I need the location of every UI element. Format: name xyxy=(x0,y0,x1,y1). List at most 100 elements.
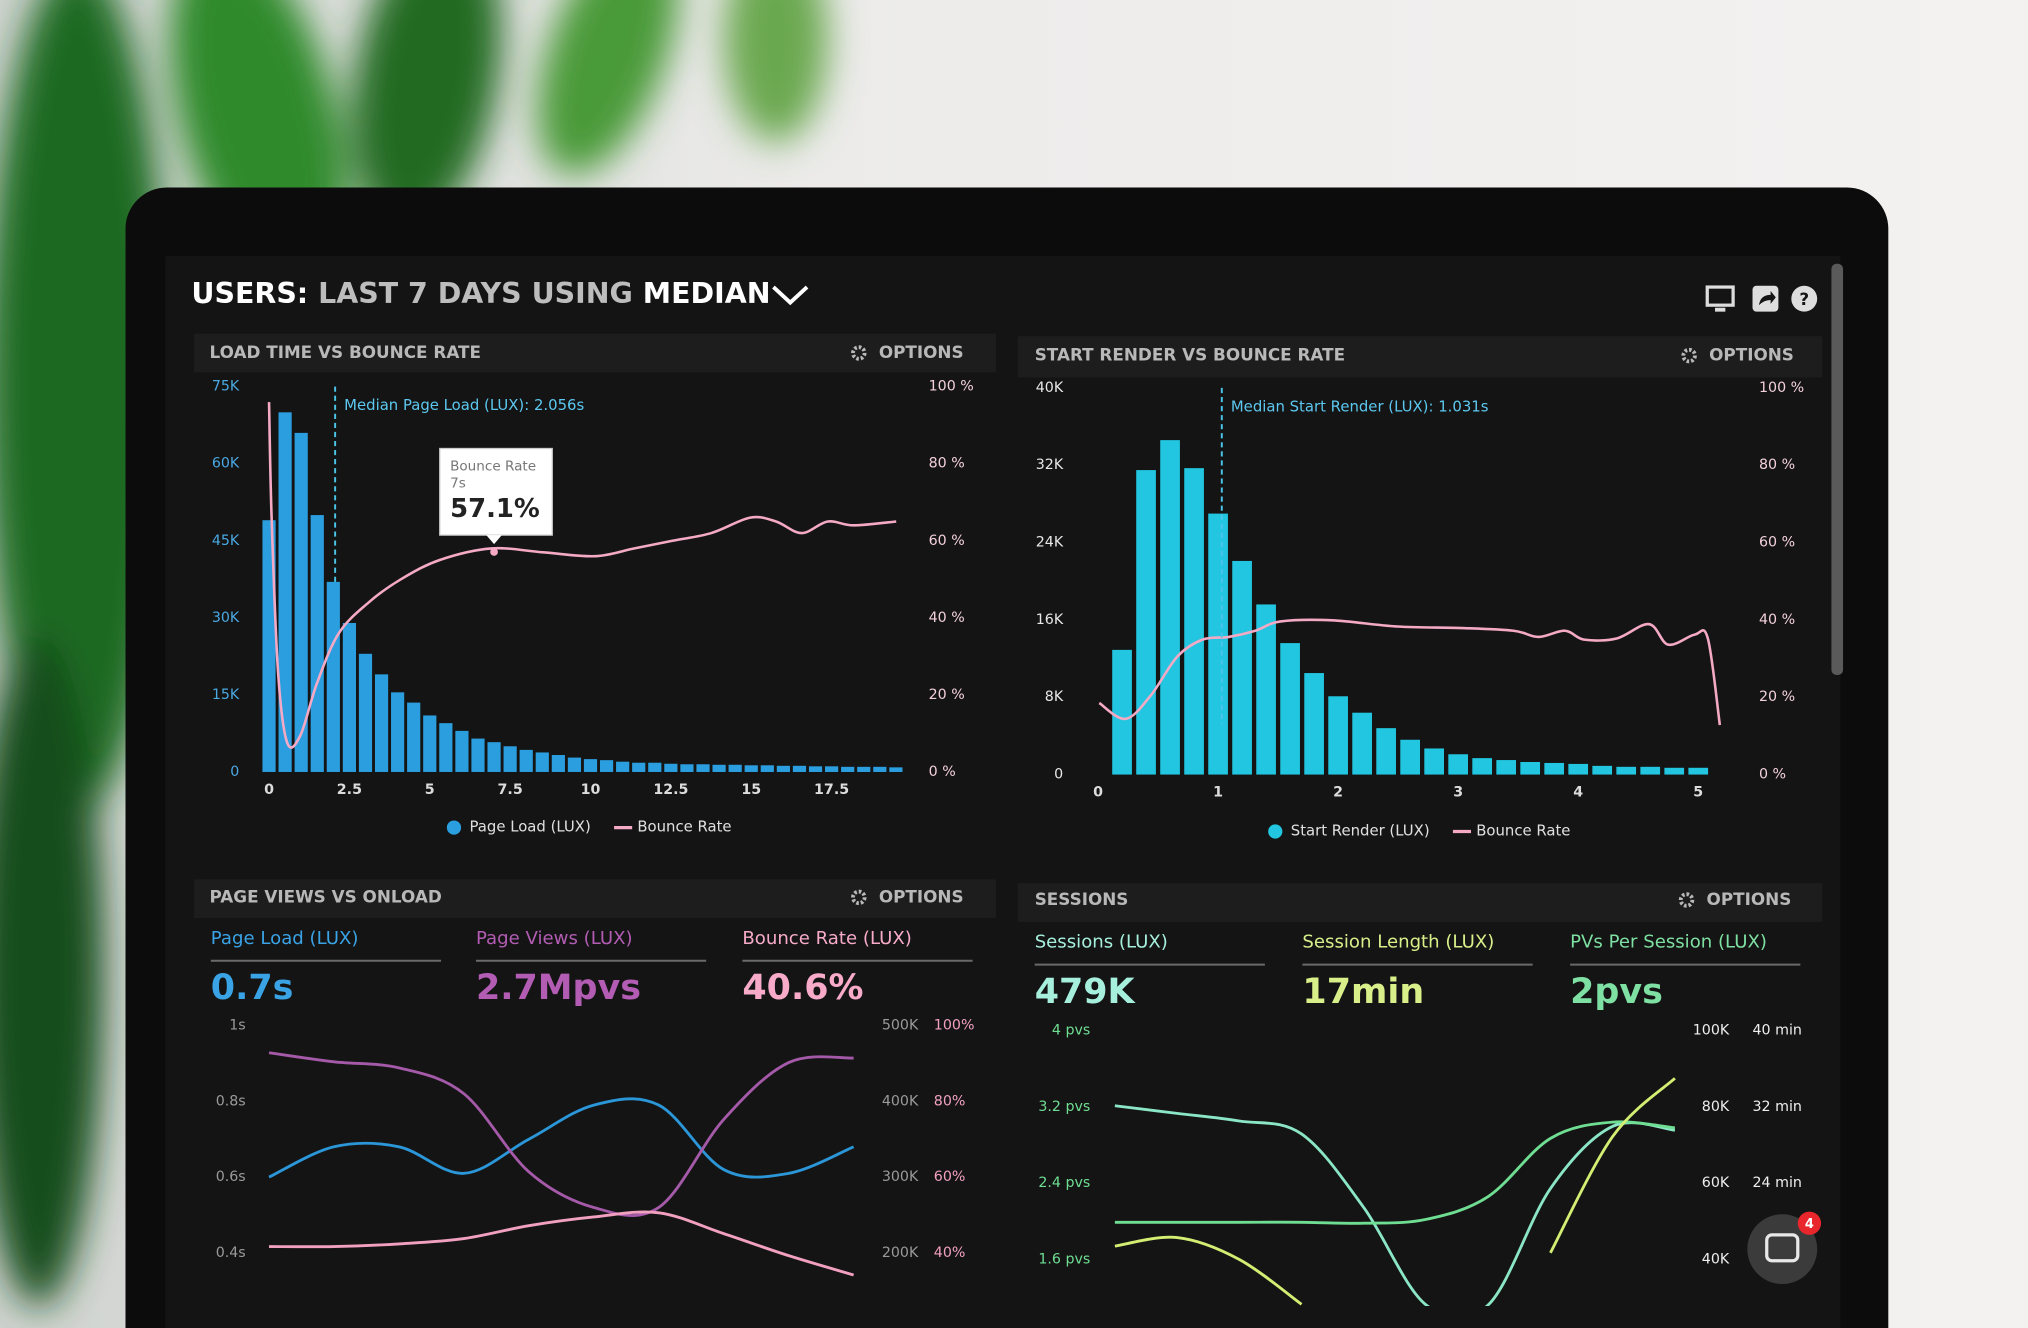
metric-value: 40.6% xyxy=(742,968,863,1008)
y-tick-label: 0 xyxy=(230,764,239,780)
x-tick-label: 2.5 xyxy=(337,782,362,798)
header-chevron[interactable] xyxy=(772,285,809,306)
x-tick-label: 17.5 xyxy=(814,782,849,798)
x-tick-label: 15 xyxy=(741,782,761,798)
options-button[interactable]: OPTIONS xyxy=(879,342,964,362)
x-tick-label: 5 xyxy=(425,782,435,798)
panel-header xyxy=(194,333,996,373)
panel-header xyxy=(194,879,996,919)
line xyxy=(269,1210,855,1277)
y-tick-label: 32 min xyxy=(1753,1099,1802,1115)
bar xyxy=(1232,560,1252,775)
y-tick-label: 60% xyxy=(934,1169,966,1185)
bar xyxy=(792,765,807,772)
y-tick-label: 200K xyxy=(882,1245,919,1261)
bar xyxy=(1136,470,1156,775)
icon-help[interactable]: ? xyxy=(1791,285,1818,312)
options-button[interactable]: OPTIONS xyxy=(879,886,964,906)
y-tick-label: 100% xyxy=(934,1017,975,1033)
bar xyxy=(744,765,758,772)
bar xyxy=(760,765,774,772)
bar xyxy=(1640,766,1661,775)
legend-label: Start Render (LUX) xyxy=(1291,821,1430,839)
bar xyxy=(1448,754,1469,775)
bar xyxy=(1568,763,1589,775)
y-tick-label: 24K xyxy=(1036,535,1064,551)
x-tick-label: 3 xyxy=(1453,785,1463,801)
x-tick-label: 5 xyxy=(1693,785,1703,801)
y-tick-label: 1.6 pvs xyxy=(1038,1251,1090,1267)
y-tick-label: 80K xyxy=(1702,1099,1730,1115)
options-button[interactable]: OPTIONS xyxy=(1707,889,1792,909)
x-tick-label: 10 xyxy=(581,782,601,798)
line xyxy=(267,402,897,749)
bar xyxy=(1592,765,1613,775)
y-tick-label: 40 min xyxy=(1753,1023,1802,1039)
screen xyxy=(165,256,1841,1328)
bar xyxy=(342,622,356,772)
metric-value: 0.7s xyxy=(211,968,294,1008)
y-tick-label: 80 % xyxy=(929,456,965,472)
chat-badge-count: 4 xyxy=(1805,1217,1814,1232)
chat-button[interactable] xyxy=(1747,1214,1818,1285)
bar xyxy=(857,766,871,772)
x-tick-label: 7.5 xyxy=(498,782,523,798)
legend-marker xyxy=(446,820,462,835)
bar xyxy=(471,738,485,772)
y-tick-label: 80% xyxy=(934,1093,966,1109)
metric-value: 2.7Mpvs xyxy=(476,968,641,1008)
median-label: Median Page Load (LUX): 2.056s xyxy=(344,396,584,414)
bar xyxy=(326,581,340,772)
bar xyxy=(1688,767,1709,775)
scrollbar[interactable] xyxy=(1831,263,1844,675)
x-tick-label: 4 xyxy=(1573,785,1583,801)
bar xyxy=(358,653,373,772)
options-gear xyxy=(1681,347,1697,364)
tooltip-title: Bounce Rate xyxy=(450,459,536,475)
bar xyxy=(567,757,582,772)
panel-title: SESSIONS xyxy=(1035,889,1129,909)
bar xyxy=(551,755,565,772)
line xyxy=(268,1051,854,1217)
bar xyxy=(1304,673,1324,775)
line xyxy=(1098,618,1722,726)
y-tick-label: 0 % xyxy=(1759,767,1786,783)
line xyxy=(268,1097,855,1179)
bar xyxy=(278,412,292,772)
bar xyxy=(841,766,855,772)
bar xyxy=(889,767,903,772)
header-part: LAST 7 DAYS xyxy=(318,277,522,310)
y-tick-label: 8K xyxy=(1045,689,1064,705)
header-part: MEDIAN xyxy=(643,277,771,310)
icon-share[interactable] xyxy=(1752,285,1779,312)
x-tick-label: 12.5 xyxy=(653,782,688,798)
tooltip-pointer xyxy=(486,535,502,545)
bar xyxy=(632,762,646,772)
bar xyxy=(294,432,308,772)
bar xyxy=(1472,758,1493,775)
chart-panel: LOAD TIME VS BOUNCE RATE OPTIONS 0 15K 30K 45… xyxy=(194,333,996,836)
chart-panel: PAGE VIEWS VS ONLOAD OPTIONS 1s 0.8s 0.6s 0.4… xyxy=(194,879,996,1277)
y-tick-label: 2.4 pvs xyxy=(1038,1175,1090,1191)
line xyxy=(1114,1104,1676,1307)
bar xyxy=(1496,760,1517,775)
icon-monitor[interactable] xyxy=(1705,285,1735,312)
options-button[interactable]: OPTIONS xyxy=(1709,345,1794,365)
y-tick-label: 30K xyxy=(212,610,240,626)
bar xyxy=(1400,739,1420,775)
bar xyxy=(1160,440,1180,775)
bar xyxy=(374,674,389,772)
line xyxy=(1114,1077,1676,1306)
y-tick-label: 1s xyxy=(229,1017,245,1033)
y-tick-label: 500K xyxy=(882,1017,919,1033)
bar xyxy=(1280,643,1300,775)
tooltip-value: 57.1% xyxy=(450,494,540,524)
bar xyxy=(1352,712,1372,775)
median-label: Median Start Render (LUX): 1.031s xyxy=(1231,397,1489,415)
bar xyxy=(728,764,742,772)
header-title[interactable]: USERS: LAST 7 DAYS USING MEDIAN xyxy=(191,277,770,310)
bar xyxy=(1328,696,1348,775)
tooltip-subtitle: 7s xyxy=(450,475,466,491)
